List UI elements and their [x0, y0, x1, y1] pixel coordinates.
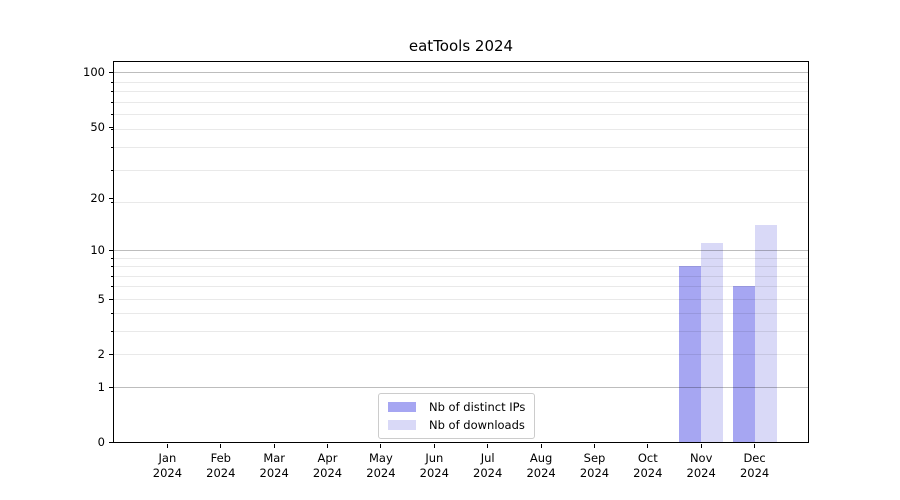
- y-minor-tick-mark: [111, 313, 113, 315]
- y-minor-tick-mark: [111, 331, 113, 332]
- y-minor-tick-mark: [111, 266, 113, 267]
- y-tick-label: 100: [83, 65, 105, 80]
- y-tick-label: 50: [90, 120, 105, 135]
- x-tick-mark: [166, 444, 168, 448]
- y-minor-tick-mark: [111, 146, 113, 148]
- x-tick-mark: [540, 444, 542, 448]
- x-tick-mark: [380, 444, 382, 448]
- x-tick-label: Nov 2024: [686, 451, 716, 480]
- y-minor-tick-mark: [111, 257, 113, 259]
- gridline-minor: [114, 202, 808, 204]
- y-minor-tick-mark: [111, 275, 113, 277]
- legend-entry: Nb of downloads: [388, 416, 525, 434]
- x-tick-label: Aug 2024: [526, 451, 556, 480]
- y-tick-label: 1: [97, 379, 105, 394]
- gridline-minor: [114, 81, 808, 83]
- chart-title: eatTools 2024: [408, 37, 514, 55]
- x-tick-label: Sep 2024: [579, 451, 610, 480]
- y-minor-tick-mark: [111, 286, 113, 288]
- legend-entry: Nb of distinct IPs: [388, 398, 525, 416]
- x-tick-mark: [700, 444, 702, 448]
- x-tick-label: Jun 2024: [419, 451, 449, 480]
- y-tick-mark: [109, 386, 113, 388]
- bar-nb-of-distinct-ips: [732, 286, 755, 442]
- y-tick-label: 20: [90, 191, 105, 206]
- gridline-minor: [114, 128, 808, 130]
- legend-label: Nb of distinct IPs: [429, 400, 526, 414]
- gridline-minor: [114, 114, 808, 116]
- x-tick-label: Jan 2024: [152, 451, 183, 480]
- y-minor-tick-mark: [111, 298, 113, 300]
- bar-nb-of-downloads: [701, 243, 724, 442]
- y-minor-tick-mark: [111, 128, 113, 130]
- y-minor-tick-mark: [111, 354, 113, 355]
- x-tick-mark: [487, 444, 489, 448]
- x-tick-label: Jul 2024: [473, 451, 503, 480]
- x-tick-mark: [433, 444, 435, 448]
- y-tick-label: 0: [97, 435, 105, 449]
- legend-label: Nb of downloads: [429, 418, 525, 432]
- y-tick-mark: [109, 72, 113, 74]
- x-tick-mark: [754, 444, 756, 448]
- x-tick-mark: [273, 444, 275, 448]
- legend-swatch: [388, 420, 416, 430]
- x-tick-mark: [220, 444, 222, 448]
- gridline-major: [114, 72, 808, 74]
- plot-area: [113, 61, 809, 443]
- y-tick-mark: [109, 250, 113, 251]
- y-minor-tick-mark: [111, 202, 113, 204]
- y-tick-mark: [109, 198, 113, 200]
- y-minor-tick-mark: [111, 114, 113, 116]
- gridline-minor: [114, 169, 808, 171]
- bar-nb-of-downloads: [754, 225, 777, 442]
- gridline-minor: [114, 146, 808, 148]
- y-tick-label: 2: [97, 347, 105, 361]
- gridline-minor: [114, 91, 808, 93]
- x-tick-mark: [647, 444, 649, 448]
- x-tick-mark: [327, 444, 328, 448]
- y-minor-tick-mark: [111, 91, 113, 93]
- x-tick-label: Apr 2024: [312, 451, 343, 480]
- y-minor-tick-mark: [111, 81, 113, 83]
- x-tick-label: Oct 2024: [633, 451, 663, 480]
- legend-swatch: [388, 402, 416, 412]
- x-tick-label: Feb 2024: [206, 451, 236, 480]
- x-tick-mark: [594, 444, 595, 448]
- y-tick-mark: [109, 127, 113, 129]
- y-tick-label: 5: [97, 291, 105, 306]
- x-tick-label: May 2024: [366, 451, 396, 480]
- bar-nb-of-distinct-ips: [679, 266, 702, 442]
- y-tick-label: 10: [90, 243, 105, 257]
- gridline-minor: [114, 101, 808, 103]
- x-tick-label: Dec 2024: [739, 451, 770, 480]
- y-tick-mark: [109, 442, 113, 443]
- x-tick-label: Mar 2024: [259, 451, 289, 480]
- legend: Nb of distinct IPs Nb of downloads: [378, 393, 536, 439]
- y-minor-tick-mark: [111, 169, 113, 171]
- y-minor-tick-mark: [111, 101, 113, 103]
